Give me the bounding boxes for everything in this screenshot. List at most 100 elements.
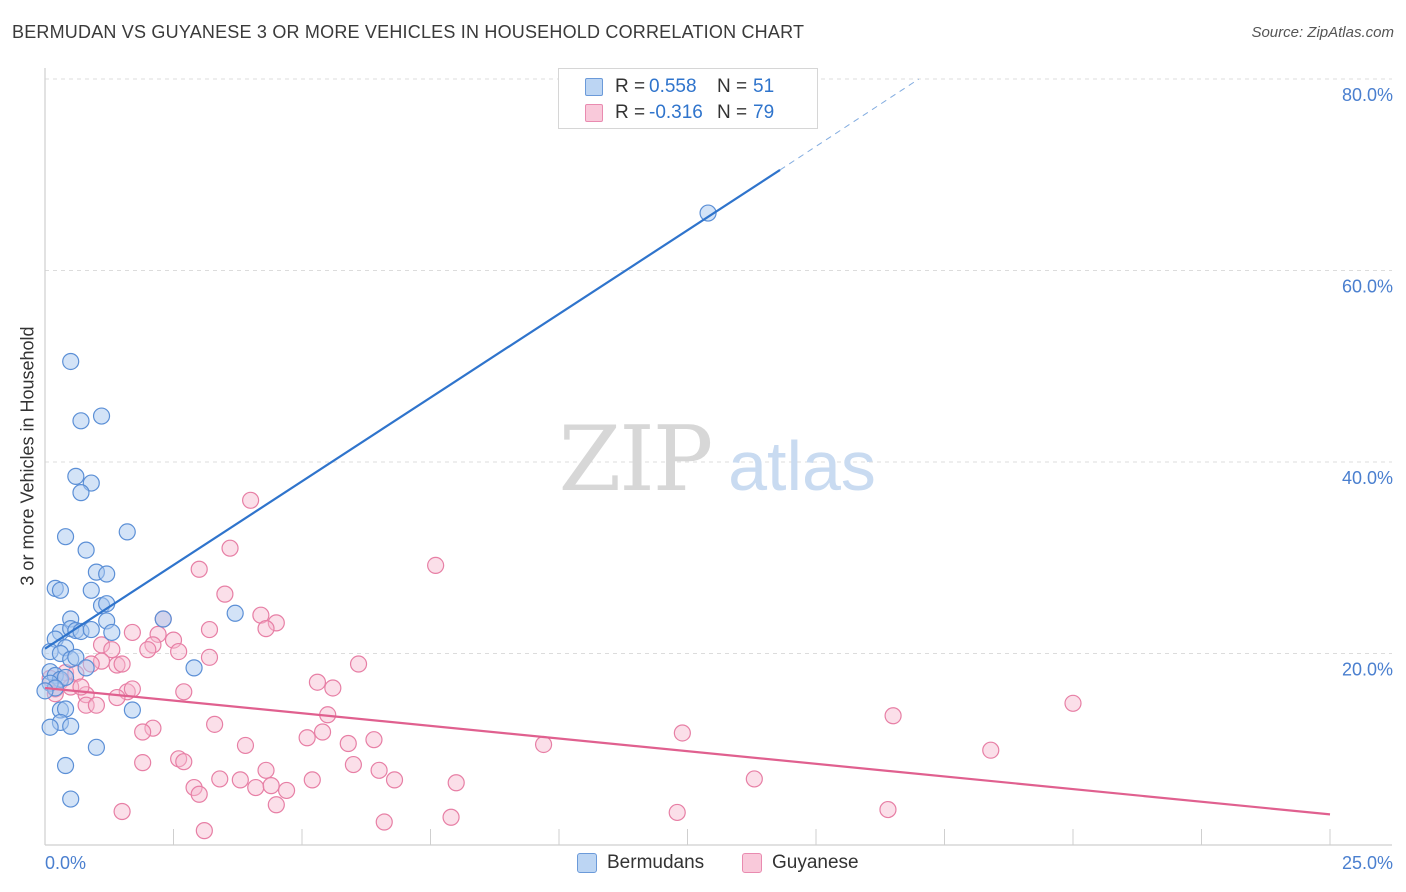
guyanese-point bbox=[884, 707, 902, 725]
bermudans-point bbox=[92, 407, 111, 425]
guyanese-point bbox=[242, 491, 260, 509]
guyanese-point bbox=[982, 741, 1000, 759]
legend-row-bermudans: R = 0.558 N = 51 bbox=[585, 74, 774, 100]
series-swatch-bermudans bbox=[577, 853, 597, 873]
guyanese-point bbox=[236, 736, 255, 755]
chart-title: BERMUDAN VS GUYANESE 3 OR MORE VEHICLES … bbox=[12, 22, 805, 42]
guyanese-point bbox=[370, 761, 388, 779]
bermudans-points bbox=[36, 204, 717, 808]
bermudans-point bbox=[226, 604, 244, 622]
guyanese-point bbox=[313, 723, 332, 741]
guyanese-point bbox=[277, 781, 296, 800]
guyanese-point bbox=[673, 724, 691, 742]
bermudans-point bbox=[51, 581, 70, 599]
bermudans-point bbox=[77, 541, 95, 559]
guyanese-point bbox=[267, 614, 285, 632]
guyanese-point bbox=[339, 734, 357, 753]
bermudans-point bbox=[56, 528, 75, 546]
guyanese-point bbox=[427, 556, 445, 575]
guyanese-point bbox=[349, 655, 368, 673]
bermudans-point bbox=[98, 565, 116, 583]
guyanese-point bbox=[211, 770, 229, 788]
bermudans-point bbox=[62, 352, 80, 371]
series-label-bermudans: Bermudans bbox=[607, 852, 705, 873]
guyanese-trend-line bbox=[44, 686, 1331, 816]
axes bbox=[44, 68, 1392, 846]
correlation-legend: R = 0.558 N = 51 R = -0.316 N = 79 bbox=[558, 68, 818, 129]
guyanese-point bbox=[149, 625, 167, 643]
guyanese-point bbox=[139, 641, 157, 659]
series-legend: Bermudans Guyanese bbox=[0, 852, 1406, 876]
guyanese-point bbox=[745, 770, 763, 788]
guyanese-point bbox=[113, 802, 131, 821]
bermudans-point bbox=[72, 412, 90, 430]
guyanese-point bbox=[87, 696, 106, 714]
guyanese-point bbox=[668, 803, 686, 822]
guyanese-point bbox=[170, 642, 188, 661]
series-label-guyanese: Guyanese bbox=[772, 852, 859, 873]
guyanese-point bbox=[190, 785, 208, 803]
legend-r-value: -0.316 bbox=[649, 102, 703, 123]
guyanese-point bbox=[216, 585, 234, 603]
bermudans-point bbox=[56, 668, 75, 687]
watermark-zip: ZIP bbox=[559, 407, 712, 512]
guyanese-point bbox=[1064, 694, 1082, 712]
guyanese-point bbox=[879, 800, 897, 819]
y-tick-label: 80.0% bbox=[1342, 85, 1393, 105]
guyanese-point bbox=[365, 731, 383, 749]
bermudans-point bbox=[103, 623, 121, 642]
x-tick-label-min: 0.0% bbox=[45, 853, 86, 873]
legend-r-label: R = bbox=[615, 76, 646, 97]
bermudans-point bbox=[123, 701, 141, 719]
chart-source: Source: ZipAtlas.com bbox=[1251, 24, 1394, 41]
guyanese-point bbox=[221, 539, 239, 557]
bermudans-trend-line bbox=[44, 169, 781, 650]
guyanese-point bbox=[267, 796, 285, 814]
guyanese-point bbox=[231, 771, 249, 789]
bermudans-point bbox=[62, 717, 80, 735]
bermudans-point bbox=[87, 738, 106, 756]
guyanese-point bbox=[262, 777, 280, 795]
guyanese-point bbox=[344, 755, 362, 774]
guyanese-point bbox=[108, 656, 126, 674]
y-tick-label: 20.0% bbox=[1342, 660, 1393, 680]
series-legend-bermudans: Bermudans bbox=[577, 852, 704, 874]
x-tick-label-max: 25.0% bbox=[1342, 853, 1393, 873]
guyanese-point bbox=[442, 808, 460, 826]
guyanese-point bbox=[123, 680, 141, 698]
legend-n-label: N = bbox=[717, 102, 748, 123]
guyanese-point bbox=[324, 679, 342, 697]
bermudans-point bbox=[62, 790, 80, 808]
y-tick-label: 60.0% bbox=[1342, 277, 1393, 297]
guyanese-point bbox=[200, 648, 219, 666]
guyanese-point bbox=[257, 620, 275, 638]
legend-swatch-guyanese bbox=[585, 104, 603, 122]
guyanese-point bbox=[134, 723, 152, 741]
bermudans-point bbox=[154, 610, 172, 628]
guyanese-point bbox=[534, 735, 553, 754]
guyanese-point bbox=[195, 822, 213, 840]
bermudans-point bbox=[185, 659, 203, 677]
legend-n-value: 51 bbox=[753, 76, 775, 97]
legend-row-guyanese: R = -0.316 N = 79 bbox=[585, 100, 774, 126]
watermark: ZIP atlas bbox=[559, 407, 876, 512]
bermudans-point bbox=[118, 523, 136, 541]
series-legend-guyanese: Guyanese bbox=[742, 852, 859, 874]
guyanese-point bbox=[170, 750, 188, 768]
guyanese-point bbox=[303, 771, 321, 789]
series-swatch-guyanese bbox=[742, 853, 762, 873]
bermudans-point bbox=[36, 682, 54, 700]
guyanese-point bbox=[190, 560, 208, 578]
guyanese-point bbox=[247, 778, 265, 797]
tick-labels: 20.0% 40.0% 60.0% 80.0% 0.0% 25.0% bbox=[45, 85, 1393, 873]
bermudans-trend-extension bbox=[779, 78, 920, 171]
guyanese-point bbox=[134, 754, 152, 772]
guyanese-point bbox=[123, 623, 141, 642]
legend-r-value: 0.558 bbox=[649, 76, 697, 97]
bermudans-point bbox=[72, 484, 90, 502]
legend-n-label: N = bbox=[717, 76, 748, 97]
guyanese-point bbox=[175, 753, 193, 771]
trend-lines bbox=[44, 78, 1331, 816]
bermudans-point bbox=[82, 581, 100, 599]
